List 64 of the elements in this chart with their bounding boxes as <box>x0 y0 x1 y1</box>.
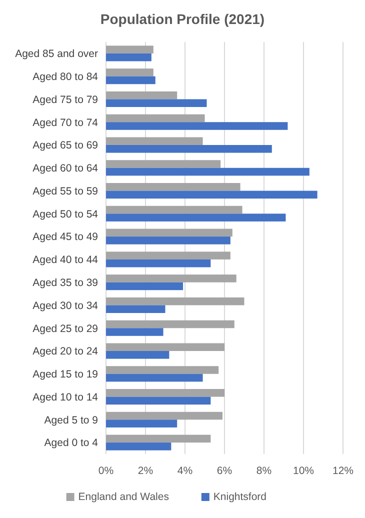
bar <box>106 252 230 260</box>
y-tick-label: Aged 50 to 54 <box>32 208 98 220</box>
bar <box>106 46 154 54</box>
y-tick-label: Aged 60 to 64 <box>32 162 98 175</box>
bar <box>106 366 219 374</box>
x-tick-label: 8% <box>256 465 272 477</box>
bar <box>106 91 178 100</box>
bar <box>106 388 224 397</box>
legend-label: Knightsford <box>213 491 267 503</box>
chart-title: Population Profile (2021) <box>100 11 265 27</box>
bar <box>106 122 288 130</box>
bar <box>106 145 272 153</box>
bar <box>106 114 205 122</box>
bar <box>106 351 170 359</box>
y-tick-label: Aged 5 to 9 <box>44 414 98 426</box>
x-tick-label: 2% <box>138 465 154 477</box>
x-tick-label: 10% <box>292 465 314 477</box>
bar <box>106 236 230 244</box>
bar <box>106 137 203 145</box>
bar <box>106 297 244 306</box>
y-tick-label: Aged 25 to 29 <box>32 322 98 335</box>
bar <box>106 182 240 191</box>
bar <box>106 99 207 108</box>
y-tick-label: Aged 10 to 14 <box>32 391 98 404</box>
y-tick-label: Aged 65 to 69 <box>32 140 98 152</box>
legend-label: England and Wales <box>78 491 169 503</box>
bar <box>106 396 211 405</box>
y-tick-label: Aged 80 to 84 <box>32 71 98 84</box>
y-tick-label: Aged 20 to 24 <box>32 346 98 358</box>
bar <box>106 168 310 176</box>
bar <box>106 343 224 351</box>
bar <box>106 228 232 237</box>
bar <box>106 328 164 336</box>
bar <box>106 214 286 222</box>
y-tick-label: Aged 45 to 49 <box>32 231 98 244</box>
y-tick-label: Aged 30 to 34 <box>32 300 98 312</box>
y-tick-label: Aged 0 to 4 <box>44 437 98 450</box>
y-tick-label: Aged 40 to 44 <box>32 254 98 266</box>
y-tick-label: Aged 75 to 79 <box>32 94 98 106</box>
bar <box>106 434 211 443</box>
bar <box>106 274 236 282</box>
bar <box>106 206 242 214</box>
x-tick-label: 6% <box>216 465 232 477</box>
y-tick-label: Aged 70 to 74 <box>32 116 98 129</box>
bar <box>106 160 221 168</box>
y-tick-label: Aged 15 to 19 <box>32 368 98 381</box>
bar <box>106 412 223 420</box>
bar <box>106 420 178 428</box>
x-tick-label: 0% <box>98 465 114 477</box>
x-tick-label: 4% <box>177 465 193 477</box>
bar <box>106 53 152 62</box>
y-tick-label: Aged 85 and over <box>15 48 98 60</box>
bar <box>106 305 166 314</box>
y-tick-label: Aged 35 to 39 <box>32 277 98 290</box>
bar <box>106 259 211 268</box>
bar <box>106 68 154 76</box>
y-tick-label: Aged 55 to 59 <box>32 185 98 198</box>
bar <box>106 374 203 382</box>
bar <box>106 282 184 290</box>
bar <box>106 442 172 450</box>
bar <box>106 190 318 199</box>
bar <box>106 320 234 328</box>
bar <box>106 76 156 84</box>
x-tick-label: 12% <box>332 465 354 477</box>
